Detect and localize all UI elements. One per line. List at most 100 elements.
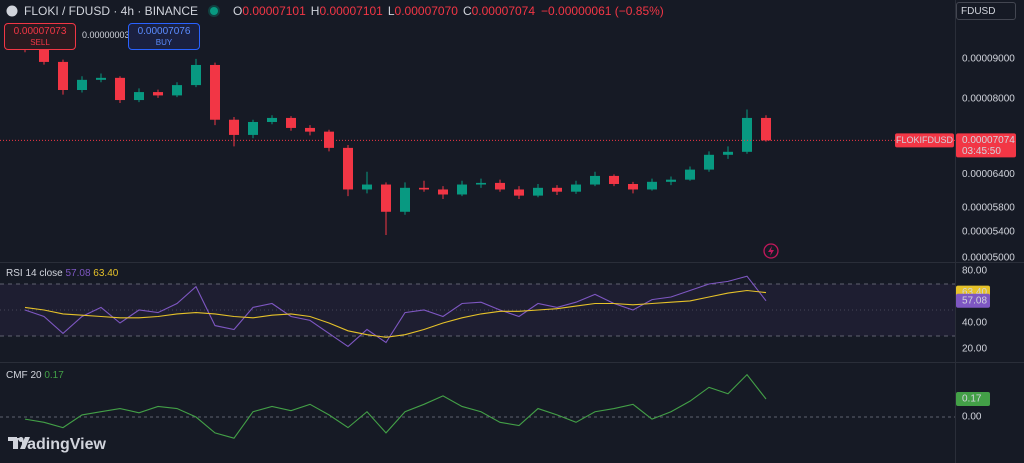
- value-badge-label: 0.17: [962, 394, 982, 405]
- icon-part: [8, 437, 17, 441]
- ticker-label: FLOKIFDUSD: [896, 135, 954, 145]
- candle-body: [571, 184, 581, 192]
- buy-price: 0.00007076: [137, 26, 191, 37]
- rsi-ma-value: 63.40: [93, 268, 119, 279]
- ohlc-key: O: [233, 4, 243, 18]
- candle-body: [58, 61, 68, 91]
- candle-body: [381, 184, 391, 212]
- symbol[interactable]: FLOKI / FDUSD · 4h · BINANCE: [24, 4, 199, 18]
- candle-body: [438, 189, 448, 195]
- spread: 0.00000003: [82, 30, 130, 40]
- ohlc-value: 0.00007074: [471, 4, 536, 18]
- brand[interactable]: TradingView: [8, 436, 106, 454]
- candle-body: [153, 92, 163, 96]
- cmf-title: CMF 20: [6, 370, 42, 381]
- icon: [6, 5, 18, 17]
- series-line: [24, 275, 767, 348]
- y-tick-label: 0.00006400: [962, 169, 1015, 180]
- candle-body: [552, 187, 562, 192]
- candle-body: [476, 182, 486, 185]
- value-badge-label: 57.08: [962, 295, 987, 306]
- cmf-value: 0.17: [44, 370, 64, 381]
- change: −0.00000061 (−0.85%): [541, 4, 664, 18]
- icon-circle: [763, 243, 779, 259]
- candle-body: [666, 179, 676, 182]
- y-tick-label: 0.00005400: [962, 226, 1015, 237]
- candle-body: [324, 131, 334, 148]
- candle-body: [267, 117, 277, 122]
- candle-body: [286, 117, 296, 128]
- candle-body: [305, 127, 315, 132]
- symbol-icon: [6, 5, 18, 17]
- header: FLOKI / FDUSD · 4h · BINANCE O0.00007101…: [6, 3, 666, 19]
- ohlc-value: 0.00007101: [242, 4, 306, 18]
- candle-body: [704, 154, 714, 170]
- buy-label: BUY: [155, 38, 173, 47]
- icon-bolt: [768, 246, 774, 256]
- candle-body: [96, 77, 106, 80]
- brand-icon: [8, 437, 30, 449]
- ohlc-value: 0.00007070: [394, 4, 458, 18]
- band-fill: [0, 283, 955, 336]
- ohlc-value: 0.00007101: [319, 4, 383, 18]
- candle-body: [134, 92, 144, 101]
- rsi-value: 57.08: [65, 268, 91, 279]
- y-tick-label: 80.00: [962, 266, 987, 277]
- y-tick-label: 0.00009000: [962, 54, 1015, 65]
- candle-body: [533, 187, 543, 196]
- series-line: [24, 373, 767, 439]
- candle-body: [343, 147, 353, 190]
- candle-body: [39, 49, 49, 62]
- currency-button[interactable]: FDUSD: [956, 2, 1016, 20]
- last-price-bg: [956, 133, 1016, 158]
- y-tick-label: 0.00: [962, 412, 982, 423]
- rsi-title: RSI 14 close: [6, 268, 63, 279]
- rsi-legend[interactable]: RSI 14 close 57.08 63.40: [6, 268, 118, 279]
- candle-body: [115, 77, 125, 101]
- y-tick-label: 0.00005000: [962, 253, 1015, 264]
- candle-body: [742, 117, 752, 152]
- icon-part: [20, 437, 30, 449]
- candle-body: [761, 117, 771, 141]
- buy-button[interactable]: 0.00007076 BUY: [128, 23, 200, 50]
- icon-part: [13, 437, 17, 449]
- candle-body: [229, 119, 239, 135]
- candle-body: [77, 79, 87, 91]
- ohlc-values: O0.00007101 H0.00007101 L0.00007070 C0.0000…: [230, 4, 537, 18]
- y-tick-label: 0.00005800: [962, 202, 1015, 213]
- candle-body: [191, 64, 201, 86]
- value-badge: [956, 392, 990, 407]
- candle-body: [628, 183, 638, 190]
- last-price: 0.00007074: [962, 135, 1015, 146]
- candle-body: [685, 169, 695, 180]
- y-tick-label: 40.00: [962, 318, 987, 329]
- sell-label: SELL: [30, 38, 50, 47]
- candle-body: [495, 182, 505, 190]
- ohlc-key: C: [462, 4, 472, 18]
- candle-body: [248, 121, 258, 135]
- candle-body: [514, 189, 524, 196]
- candle-body: [723, 151, 733, 155]
- candle-body: [172, 85, 182, 96]
- candle-body: [210, 64, 220, 120]
- candle-body: [647, 181, 657, 190]
- candle-body: [400, 187, 410, 212]
- countdown: 03:45:50: [962, 146, 1001, 157]
- ohlc-key: L: [387, 4, 395, 18]
- candle-body: [362, 184, 372, 190]
- sell-button[interactable]: 0.00007073 SELL: [4, 23, 76, 50]
- icon-part: [18, 437, 24, 442]
- value-badge: [956, 293, 990, 308]
- value-badge-label: 63.40: [962, 287, 987, 298]
- candle-body: [590, 175, 600, 185]
- candle-body: [419, 187, 429, 190]
- y-tick-label: 20.00: [962, 344, 987, 355]
- ohlc-key: H: [310, 4, 320, 18]
- cmf-legend[interactable]: CMF 20 0.17: [6, 370, 64, 381]
- market-status[interactable]: [210, 7, 219, 15]
- replay-icon[interactable]: [763, 243, 779, 259]
- y-tick-label: 0.00008000: [962, 93, 1015, 104]
